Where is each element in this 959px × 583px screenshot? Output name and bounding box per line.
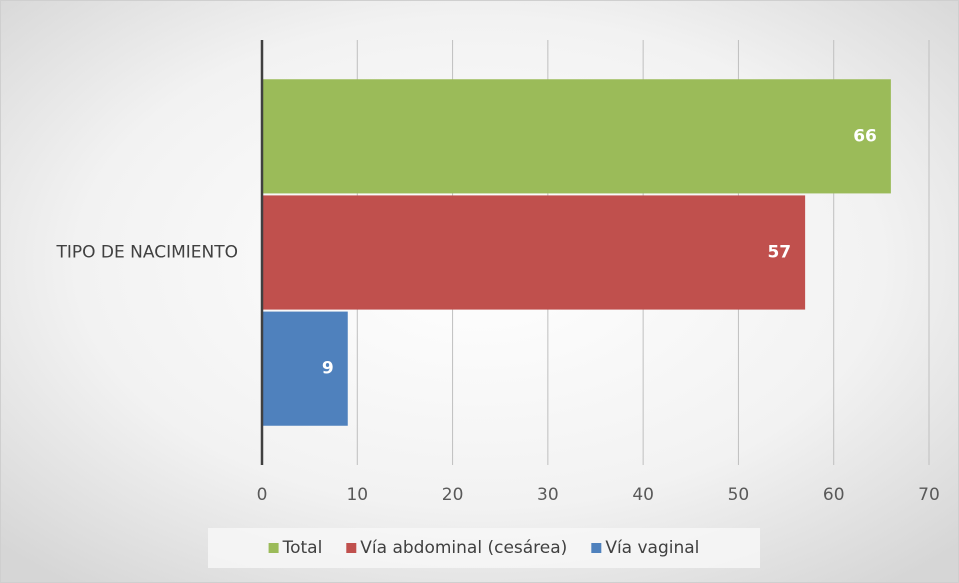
data-label: 66	[853, 126, 877, 146]
legend-swatch	[346, 543, 357, 553]
x-tick-label: 10	[346, 485, 368, 505]
legend-background	[208, 528, 760, 568]
data-label: 9	[322, 359, 334, 379]
x-tick-label: 70	[918, 485, 940, 505]
data-label: 57	[767, 243, 791, 263]
x-tick-label: 60	[823, 485, 845, 505]
x-tick-label: 20	[442, 485, 464, 505]
legend-label: Vía vaginal	[605, 538, 699, 558]
x-tick-label: 50	[728, 485, 750, 505]
x-tick-label: 40	[632, 485, 654, 505]
legend-label: Total	[282, 538, 323, 558]
bar	[262, 195, 806, 310]
y-tick-label: TIPO DE NACIMIENTO	[55, 243, 238, 263]
bar	[262, 79, 891, 194]
x-tick-label: 30	[537, 485, 559, 505]
bar	[262, 311, 348, 426]
legend-label: Vía abdominal (cesárea)	[360, 538, 567, 558]
x-tick-label: 0	[257, 485, 268, 505]
legend-swatch	[591, 543, 602, 553]
legend-swatch	[268, 543, 279, 553]
